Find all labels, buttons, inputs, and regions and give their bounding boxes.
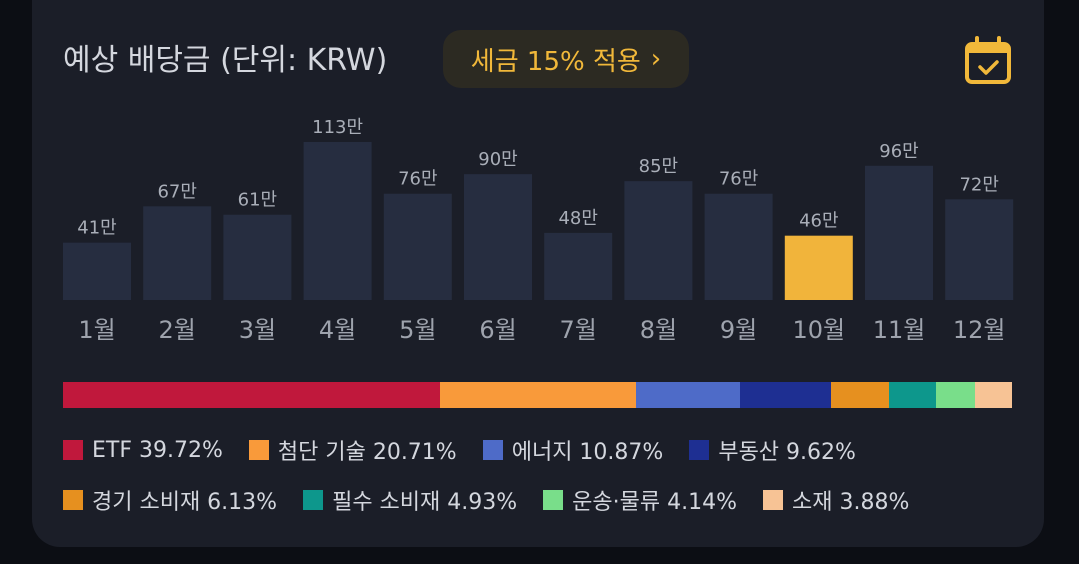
sector-segment (63, 382, 440, 408)
bar-3[interactable] (223, 214, 292, 300)
legend-label: 경기 소비재 6.13% (92, 490, 278, 515)
legend-item: 경기 소비재 6.13% (63, 486, 278, 515)
sector-allocation-bar (63, 382, 1012, 408)
legend-swatch (63, 440, 83, 460)
sector-segment (636, 382, 740, 408)
legend-item: 부동산 9.62% (689, 436, 856, 465)
legend-swatch (689, 440, 710, 460)
chevron-right-icon: › (650, 44, 662, 74)
legend-label: 첨단 기술 20.71% (277, 440, 457, 465)
legend-swatch (248, 440, 269, 460)
bar-value-label: 72만 (959, 174, 998, 195)
legend-label: 부동산 9.62% (718, 440, 856, 465)
legend-label: 운송·물류 4.14% (572, 490, 737, 515)
sector-segment (439, 382, 637, 408)
legend-swatch (303, 490, 324, 510)
calendar-check-icon[interactable] (964, 36, 1012, 86)
bar-6[interactable] (464, 174, 532, 300)
sector-segment (830, 382, 890, 408)
month-tick-label: 2월 (159, 316, 196, 344)
tax-button-label: 세금 15% 적용 (470, 46, 641, 77)
month-tick-label: 12월 (953, 316, 1006, 344)
bar-7[interactable] (544, 232, 613, 300)
legend-swatch (543, 490, 564, 510)
bar-value-label: 41만 (77, 218, 116, 239)
bar-1[interactable] (63, 242, 131, 300)
month-tick-label: 8월 (640, 316, 677, 344)
month-tick-label: 7월 (560, 316, 597, 344)
legend-swatch (482, 440, 503, 460)
legend-swatch (763, 490, 783, 510)
month-tick-label: 6월 (479, 316, 516, 344)
bar-value-label: 90만 (478, 149, 517, 170)
bar-value-label: 46만 (799, 211, 838, 232)
month-tick-label: 4월 (319, 316, 356, 344)
bar-value-label: 61만 (238, 190, 277, 211)
legend-label: 에너지 10.87% (511, 440, 664, 465)
bar-value-label: 48만 (558, 208, 597, 229)
bar-value-label: 96만 (879, 141, 918, 162)
legend-label: ETF 39.72% (92, 437, 223, 463)
month-tick-label: 3월 (239, 316, 276, 344)
bar-11[interactable] (865, 165, 933, 300)
bar-4[interactable] (303, 142, 372, 300)
sector-segment (935, 382, 976, 408)
month-tick-label: 5월 (399, 316, 436, 344)
tax-toggle-button[interactable]: 세금 15% 적용 › (443, 30, 689, 88)
bar-value-label: 67만 (157, 181, 196, 202)
legend-swatch (63, 490, 83, 510)
legend-item: ETF 39.72% (63, 436, 223, 464)
bar-value-label: 113만 (312, 117, 363, 138)
bar-value-label: 76만 (398, 169, 437, 190)
bar-2[interactable] (143, 206, 212, 300)
bar-value-label: 76만 (719, 169, 758, 190)
legend-label: 필수 소비재 4.93% (332, 490, 518, 515)
sector-segment (975, 382, 1012, 408)
bar-10[interactable] (784, 235, 853, 300)
bar-8[interactable] (624, 181, 693, 300)
sector-legend-row: ETF 39.72% 첨단 기술 20.71% 에너지 10.87% 부동산 9.62… (63, 436, 856, 465)
month-tick-label: 11월 (873, 316, 926, 344)
legend-item: 첨단 기술 20.71% (248, 436, 457, 465)
bar-5[interactable] (383, 193, 452, 300)
month-tick-label: 1월 (78, 316, 115, 344)
bar-9[interactable] (704, 193, 773, 300)
sector-segment (739, 382, 831, 408)
monthly-dividend-chart: 41만 1월 67만 2월 61만 3월 113만 4월 76만 5월 90만 6월 48만 7월 85만 8… (63, 117, 1014, 344)
legend-label: 소재 3.88% (792, 490, 910, 515)
sector-legend-row: 경기 소비재 6.13% 필수 소비재 4.93% 운송·물류 4.14% 소재 3.… (63, 486, 910, 515)
legend-item: 필수 소비재 4.93% (303, 486, 518, 515)
month-tick-label: 9월 (720, 316, 757, 344)
legend-item: 운송·물류 4.14% (543, 486, 737, 515)
month-tick-label: 10월 (792, 316, 845, 344)
page-title: 예상 배당금 (단위: KRW) (63, 43, 388, 78)
legend-item: 소재 3.88% (763, 486, 910, 515)
sector-segment (889, 382, 936, 408)
bar-value-label: 85만 (639, 156, 678, 177)
legend-item: 에너지 10.87% (482, 436, 664, 465)
bar-12[interactable] (945, 199, 1014, 300)
